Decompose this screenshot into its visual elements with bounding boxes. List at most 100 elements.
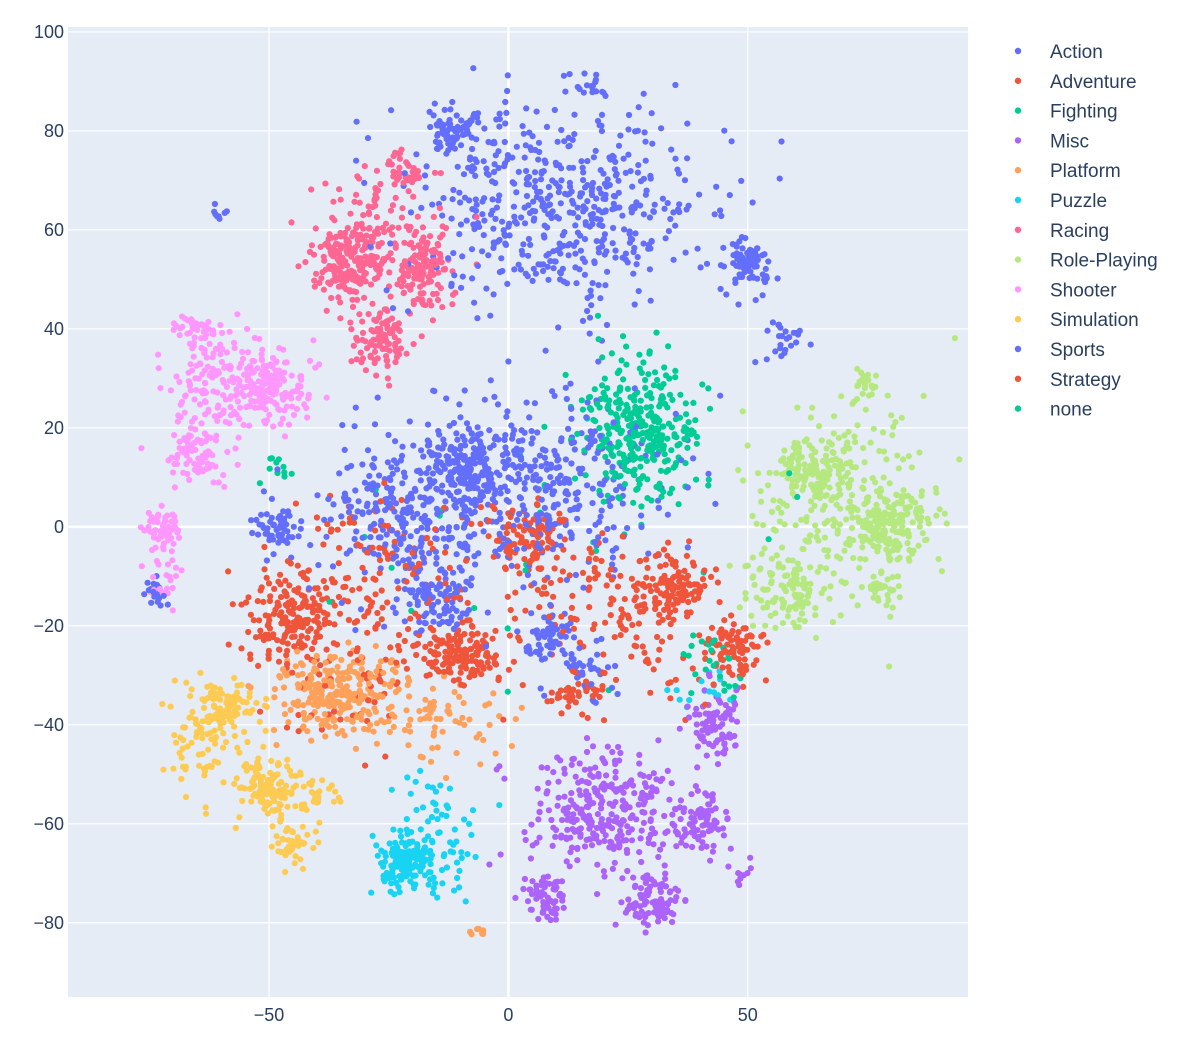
data-point [315, 794, 322, 801]
data-point [821, 534, 829, 541]
data-point [568, 415, 575, 422]
data-point [799, 545, 806, 553]
data-point [397, 833, 405, 840]
data-point [464, 579, 471, 586]
data-point [710, 717, 717, 724]
data-point [778, 333, 786, 340]
data-point [638, 858, 645, 866]
data-point [660, 381, 667, 388]
data-point [640, 593, 647, 600]
data-point [620, 376, 627, 383]
data-point [589, 280, 596, 287]
data-point [288, 470, 295, 477]
data-point [591, 437, 598, 444]
data-point [450, 250, 457, 257]
data-point [260, 598, 267, 606]
data-point [385, 431, 392, 439]
data-point [600, 651, 607, 658]
data-point [639, 789, 646, 797]
data-point [600, 235, 608, 243]
data-point [390, 826, 397, 833]
data-point [757, 488, 764, 495]
data-point [221, 483, 228, 490]
data-point [468, 831, 475, 839]
data-point [610, 524, 617, 531]
data-point [722, 632, 729, 639]
data-point [708, 624, 716, 632]
data-point [209, 330, 216, 337]
data-point [641, 809, 648, 816]
data-point [294, 648, 301, 655]
data-point [410, 193, 417, 200]
data-point [670, 209, 677, 216]
data-point [528, 428, 535, 435]
data-point [628, 653, 635, 660]
data-point [291, 701, 298, 708]
data-point [673, 687, 680, 694]
data-points [137, 65, 963, 938]
data-point [647, 297, 654, 304]
data-point [646, 582, 653, 589]
data-point [821, 502, 828, 509]
data-point [247, 655, 254, 663]
data-point [361, 179, 368, 186]
data-point [693, 810, 700, 817]
data-point [282, 852, 289, 859]
data-point [439, 489, 446, 496]
data-point [464, 851, 471, 858]
data-point [271, 585, 278, 593]
data-point [488, 475, 495, 483]
data-point [169, 607, 176, 614]
data-point [187, 387, 194, 394]
data-point [545, 211, 552, 218]
data-point [337, 245, 344, 252]
data-point [608, 811, 615, 818]
data-point [304, 728, 311, 735]
data-point [607, 612, 614, 619]
data-point [566, 698, 573, 705]
data-point [436, 581, 443, 588]
data-point [414, 843, 421, 851]
data-point [346, 704, 353, 711]
data-point [382, 656, 389, 663]
data-point [531, 215, 538, 222]
data-point [373, 167, 380, 174]
data-point [498, 255, 505, 262]
data-point [801, 461, 808, 468]
data-point [556, 510, 563, 517]
data-point [322, 682, 329, 689]
data-point [916, 449, 923, 456]
data-point [545, 525, 552, 532]
data-point [189, 708, 196, 716]
data-point [642, 929, 649, 936]
data-point [375, 663, 382, 670]
data-point [263, 557, 270, 564]
data-point [574, 857, 581, 864]
data-point [283, 782, 290, 789]
data-point [701, 649, 709, 656]
data-point [247, 651, 254, 658]
data-point [522, 836, 529, 844]
data-point [586, 555, 593, 562]
data-point [336, 186, 343, 193]
data-point [603, 321, 611, 329]
data-point [778, 596, 785, 603]
data-point [247, 402, 254, 409]
data-point [367, 352, 374, 359]
data-point [362, 367, 369, 374]
data-point [469, 807, 477, 814]
data-point [748, 633, 755, 640]
data-point [403, 816, 410, 823]
data-point [778, 509, 785, 516]
data-point [268, 757, 275, 765]
data-point [633, 199, 640, 206]
data-point [624, 867, 631, 875]
data-point [280, 836, 287, 843]
data-point [394, 578, 401, 585]
data-point [588, 302, 595, 309]
data-point [672, 563, 679, 570]
data-point [256, 480, 263, 487]
data-point [553, 554, 560, 561]
data-point [525, 252, 532, 259]
data-point [502, 98, 509, 106]
